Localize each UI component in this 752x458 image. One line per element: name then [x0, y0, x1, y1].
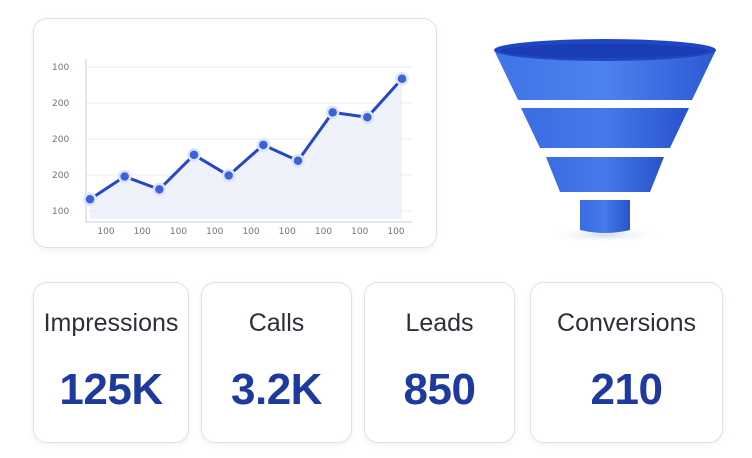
data-point: [256, 138, 271, 152]
stat-label: Conversions: [557, 309, 696, 337]
data-point: [152, 182, 167, 197]
y-tick-label: 100: [52, 207, 69, 217]
stat-card-calls: Calls 3.2K: [201, 282, 352, 443]
stat-label: Impressions: [43, 309, 179, 337]
stat-card-leads: Leads 850: [364, 282, 515, 443]
x-tick-label: 100: [351, 227, 368, 237]
line-area: [90, 78, 402, 220]
stat-value: 125K: [59, 365, 163, 414]
y-tick-label: 200: [52, 135, 69, 145]
data-point: [291, 153, 305, 168]
y-tick-label: 200: [52, 99, 69, 109]
data-point: [83, 192, 97, 206]
stat-value: 850: [403, 365, 476, 414]
y-tick-label: 200: [52, 171, 69, 181]
stat-card-impressions: Impressions 125K: [33, 282, 189, 443]
x-tick-label: 100: [315, 227, 332, 237]
x-tick-label: 100: [134, 227, 151, 237]
funnel-spout: [580, 200, 630, 233]
funnel-tier-3: [546, 157, 664, 192]
x-tick-label: 100: [387, 227, 404, 237]
line-chart: 100 200 200 200 100 100 100 100 100 100 100 100 100 1…: [52, 59, 412, 237]
stat-card-conversions: Conversions 210: [530, 282, 723, 443]
data-point: [221, 168, 236, 183]
data-point: [360, 110, 375, 125]
series-line: [89, 77, 404, 201]
funnel-tier-1: [494, 50, 716, 100]
stat-label: Leads: [405, 309, 474, 337]
x-tick-label: 100: [206, 227, 223, 237]
x-tick-label: 100: [97, 227, 114, 237]
data-point: [325, 105, 340, 120]
stat-label: Calls: [248, 309, 305, 337]
stat-value: 210: [590, 365, 663, 414]
funnel-tier-2: [521, 108, 689, 148]
data-point: [395, 72, 409, 86]
data-point: [117, 169, 132, 184]
x-tick-label: 100: [170, 227, 187, 237]
y-tick-label: 100: [52, 63, 69, 73]
stat-value: 3.2K: [231, 365, 322, 414]
data-point: [187, 148, 201, 162]
x-tick-label: 100: [279, 227, 296, 237]
funnel-icon: [494, 39, 716, 243]
line-chart-card: 100 200 200 200 100 100 100 100 100 100 100 100 100 1…: [33, 18, 437, 248]
x-tick-label: 100: [242, 227, 259, 237]
